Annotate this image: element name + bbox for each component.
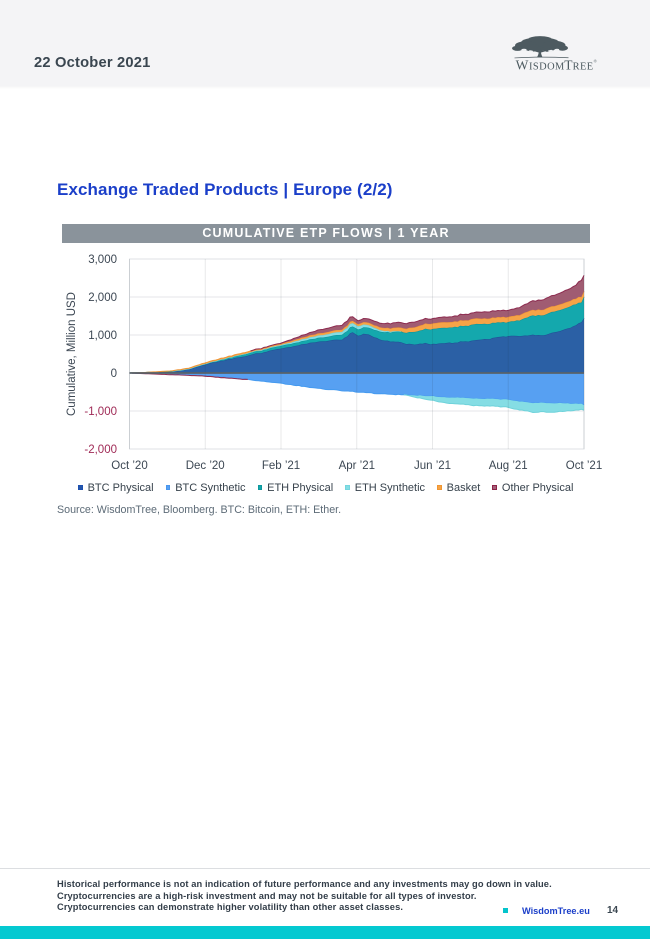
- svg-text:Cumulative, Million USD: Cumulative, Million USD: [66, 292, 78, 416]
- svg-text:®: ®: [594, 59, 598, 64]
- svg-text:Oct ’21: Oct ’21: [566, 460, 602, 472]
- svg-text:Feb ’21: Feb ’21: [262, 460, 300, 472]
- svg-text:1,000: 1,000: [88, 330, 117, 342]
- svg-text:0: 0: [111, 368, 117, 380]
- svg-text:Aug ’21: Aug ’21: [489, 460, 528, 472]
- svg-text:Dec ’20: Dec ’20: [186, 460, 225, 472]
- svg-text:3,000: 3,000: [88, 254, 117, 266]
- svg-text:Jun ’21: Jun ’21: [414, 460, 451, 472]
- svg-text:ISDOM: ISDOM: [529, 62, 565, 73]
- svg-text:W: W: [516, 58, 529, 73]
- svg-text:REE: REE: [573, 62, 594, 73]
- svg-text:Oct ’20: Oct ’20: [111, 460, 147, 472]
- svg-text:-1,000: -1,000: [84, 406, 117, 418]
- svg-text:Apr ’21: Apr ’21: [339, 460, 375, 472]
- svg-text:T: T: [564, 58, 573, 73]
- svg-text:2,000: 2,000: [88, 292, 117, 304]
- svg-text:-2,000: -2,000: [84, 444, 117, 456]
